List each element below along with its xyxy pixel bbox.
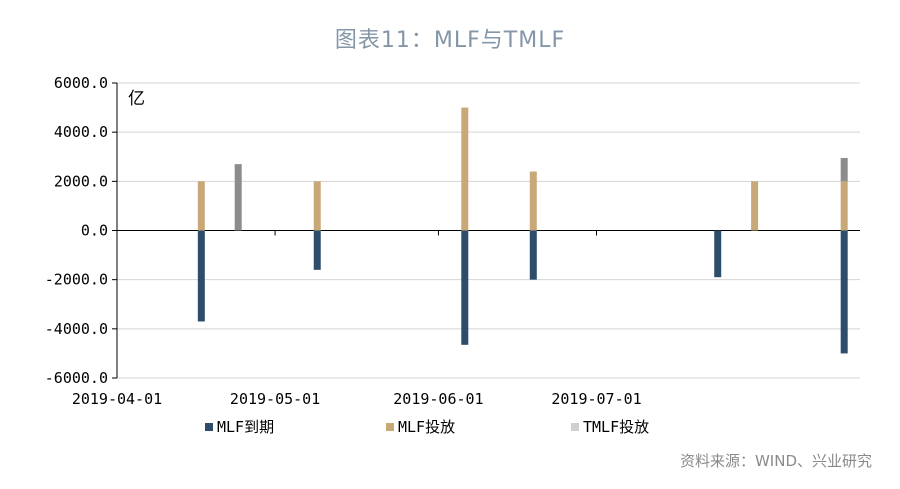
tick-labels: 6000.0 4000.0 2000.0 0.0 -2000.0 -4000.0 -6000… [45,74,642,408]
legend-label-1: MLF到期 [217,418,274,436]
legend-swatch-3 [571,423,579,431]
legend: MLF到期 MLF投放 TMLF投放 [205,418,649,436]
y-tick-label: 2000.0 [54,172,108,190]
chart-title: 图表11：MLF与TMLF [334,28,566,53]
bar-series-1 [840,230,848,354]
x-tick-label: 2019-05-01 [230,390,320,408]
bar-series-3 [234,164,242,231]
bar-series-2 [840,181,848,231]
x-tick-label: 2019-06-01 [393,390,483,408]
y-tick-label: 6000.0 [54,74,108,92]
x-tick-label: 2019-07-01 [551,390,641,408]
bar-series-2 [461,107,469,231]
legend-swatch-2 [386,423,394,431]
y-tick-label: -2000.0 [45,271,108,289]
bar-series-2 [751,181,759,231]
y-tick-label: 4000.0 [54,123,108,141]
unit-label: 亿 [128,89,145,109]
bar-series-1 [714,230,722,278]
y-tick-label: 0.0 [81,222,108,240]
y-tick-label: -6000.0 [45,369,108,387]
bar-series-2 [197,181,205,231]
bar-series-2 [313,181,321,231]
bar-series-3 [840,157,848,182]
bars [197,107,848,354]
y-tick-label: -4000.0 [45,320,108,338]
legend-label-3: TMLF投放 [583,418,649,436]
legend-swatch-1 [205,423,213,431]
bar-series-1 [197,230,205,322]
x-tick-label: 2019-04-01 [72,390,162,408]
bar-series-1 [529,230,537,280]
axes [112,82,860,379]
bar-series-2 [529,171,537,231]
source-note: 资料来源：WIND、兴业研究 [679,452,872,470]
bar-series-1 [313,230,321,270]
bar-series-1 [461,230,469,345]
legend-label-2: MLF投放 [398,418,455,436]
